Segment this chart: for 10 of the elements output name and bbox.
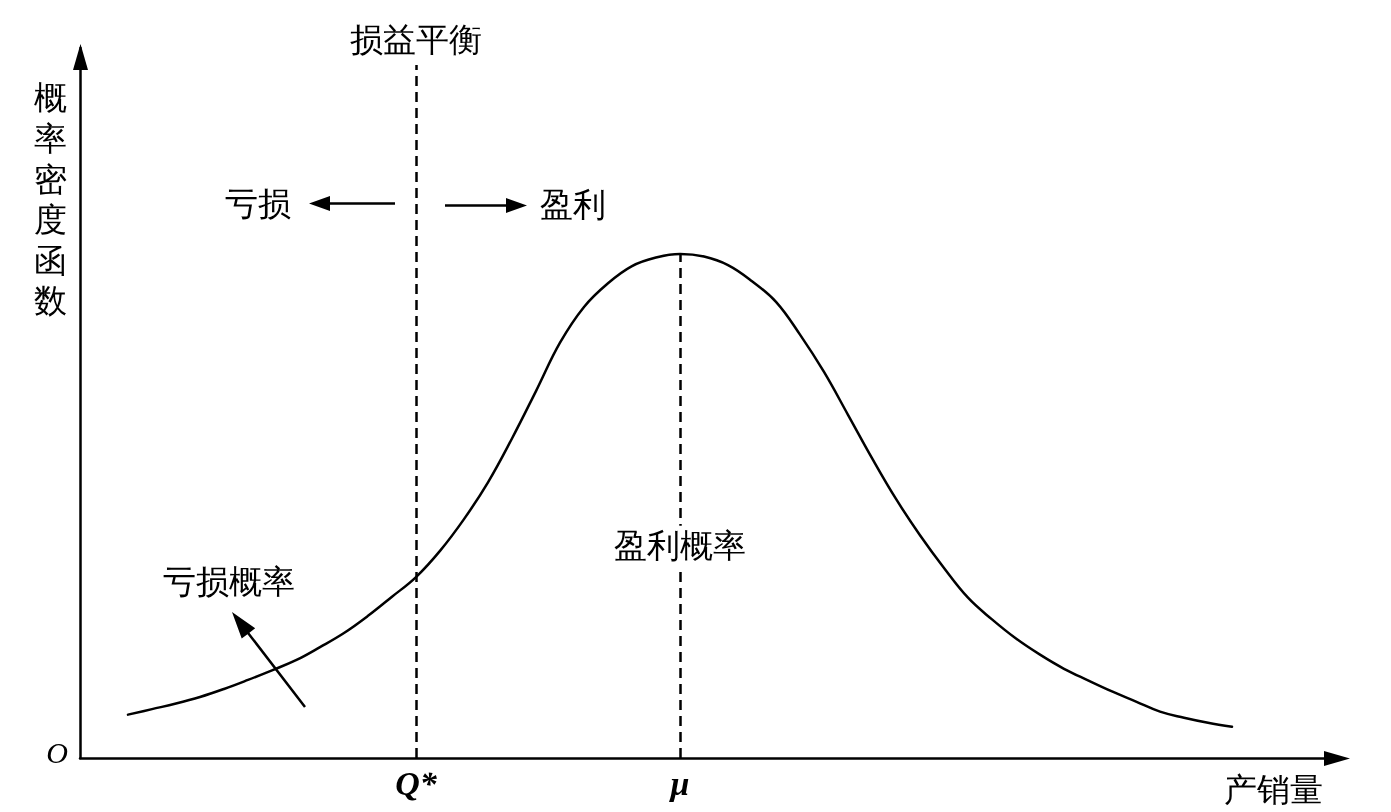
x-tick-label: Q*	[395, 764, 438, 802]
y-axis-title: 概率密度函数	[33, 80, 67, 320]
annotation: 亏损概率	[163, 564, 295, 600]
text: 盈利	[540, 187, 606, 223]
text: O	[46, 735, 68, 769]
x-axis-title: 产销量	[1223, 772, 1323, 808]
text: 亏损	[225, 186, 291, 222]
x-tick-label: μ	[668, 764, 690, 802]
annotation: 盈利概率	[614, 528, 746, 565]
ref-line-label: 损益平衡	[350, 21, 482, 58]
